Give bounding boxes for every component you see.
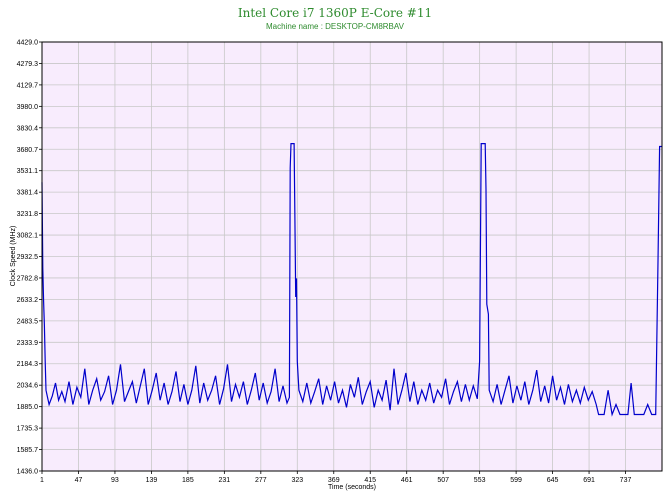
x-tick-label: 415 [364,477,376,484]
x-tick-label: 47 [75,477,83,484]
y-tick-label: 3830.4 [17,125,39,132]
series-line [41,143,662,417]
y-tick-label: 1885.0 [17,404,39,411]
y-tick-label: 4429.0 [17,40,39,47]
y-tick-label: 3531.1 [17,168,39,175]
x-axis-ticks: 1 47 93 139 185 231 277 323 369 415 461 507 553 599 64… [40,471,631,484]
x-tick-label: 599 [510,477,522,484]
y-tick-label: 4279.3 [17,61,39,68]
y-tick-label: 3082.1 [17,233,39,240]
x-tick-label: 369 [328,477,340,484]
grid-lines [41,41,662,472]
y-tick-label: 1735.3 [17,426,39,433]
x-tick-label: 1 [40,477,44,484]
plot-border [41,41,663,472]
y-tick-label: 2034.6 [17,383,39,390]
y-tick-label: 3680.7 [17,147,39,154]
x-tick-label: 461 [401,477,413,484]
y-tick-label: 1436.0 [17,469,39,476]
chart-title: Intel Core i7 1360P E-Core #11 [237,6,433,20]
x-tick-label: 691 [583,477,595,484]
y-tick-label: 2184.3 [17,361,39,368]
y-tick-label: 2782.8 [17,275,39,282]
x-tick-label: 553 [474,477,486,484]
y-tick-label: 2633.2 [17,297,39,304]
chart-subtitle: Machine name : DESKTOP-CM8RBAV [266,22,404,31]
x-axis-title: Time (seconds) [328,484,376,491]
x-tick-label: 323 [291,477,303,484]
y-tick-label: 2483.5 [17,318,39,325]
y-tick-label: 3231.8 [17,211,39,218]
x-tick-label: 139 [146,477,158,484]
y-tick-label: 4129.7 [17,82,39,89]
y-tick-label: 2932.5 [17,254,39,261]
y-tick-label: 2333.9 [17,340,39,347]
x-tick-label: 277 [255,477,267,484]
y-tick-label: 1585.7 [17,447,39,454]
x-tick-label: 231 [219,477,231,484]
y-tick-label: 3381.4 [17,190,39,197]
x-tick-label: 737 [620,477,632,484]
x-tick-label: 185 [182,477,194,484]
x-tick-label: 645 [547,477,559,484]
x-tick-label: 93 [111,477,119,484]
y-axis-ticks: 4429.0 4279.3 4129.7 3980.0 3830.4 3680.7 3531… [17,40,42,476]
y-axis-title: Clock Speed (MHz) [10,226,17,287]
x-tick-label: 507 [437,477,449,484]
y-tick-label: 3980.0 [17,104,39,111]
